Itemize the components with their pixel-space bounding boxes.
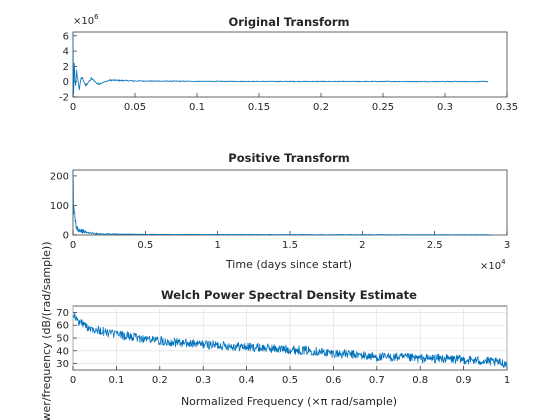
y-tick-label: 50 (56, 334, 69, 345)
x-tick-label: 0.3 (437, 102, 453, 113)
y-axis-label-welch: Power/frequency (dB/(rad/sample)) (40, 242, 53, 420)
y-tick-label: 70 (56, 308, 69, 319)
x-tick-label: 1 (504, 375, 510, 386)
x-multiplier-positive: ×104 (480, 258, 506, 272)
x-tick-label: 0.1 (189, 102, 205, 113)
x-tick-label: 2.5 (427, 240, 443, 251)
x-axis-ticks-positive: 0 0.5 1 1.5 2 2.5 3 (70, 231, 510, 251)
panel-positive-transform: Positive Transform 0 100 200 0 0.5 1 1.5 2 2.5 3… (50, 151, 510, 272)
y-tick-label: 2 (63, 62, 69, 73)
x-tick-label: 0.8 (412, 375, 428, 386)
series-line-welch (73, 312, 508, 369)
chart-title-welch-psd: Welch Power Spectral Density Estimate (161, 288, 417, 302)
y-tick-label: 0 (63, 231, 69, 242)
y-tick-label: 100 (50, 201, 69, 212)
x-tick-label: 0.1 (108, 375, 124, 386)
y-axis-ticks-positive: 0 100 200 (50, 171, 77, 242)
y-tick-label: 60 (56, 321, 69, 332)
series-line-positive (72, 169, 493, 236)
y-tick-label: 0 (63, 77, 69, 88)
chart-title-positive-transform: Positive Transform (228, 151, 349, 165)
y-tick-label: -2 (59, 93, 69, 104)
series-line-original (72, 31, 489, 95)
panel-welch-psd: Welch Power Spectral Density Estimate 30… (40, 242, 510, 420)
x-axis-ticks-original: 0 0.05 0.1 0.15 0.2 0.25 0.3 0.35 (70, 93, 518, 113)
x-tick-label: 0.6 (325, 375, 341, 386)
y-tick-label: 40 (56, 346, 69, 357)
x-tick-label: 0.5 (137, 240, 153, 251)
x-axis-label-welch: Normalized Frequency (×π rad/sample) (181, 395, 397, 408)
x-tick-label: 0.2 (152, 375, 168, 386)
x-tick-label: 0.2 (313, 102, 329, 113)
plot-area-positive (72, 169, 508, 236)
chart-title-original-transform: Original Transform (228, 15, 349, 29)
y-tick-label: 4 (63, 47, 69, 58)
x-tick-label: 0.5 (282, 375, 298, 386)
x-tick-label: 0.15 (248, 102, 270, 113)
x-tick-label: 0.25 (372, 102, 394, 113)
x-tick-label: 1 (214, 240, 220, 251)
y-tick-label: 6 (63, 31, 69, 42)
y-tick-label: 30 (56, 359, 69, 370)
x-tick-label: 0.35 (496, 102, 518, 113)
y-tick-label: 200 (50, 171, 69, 182)
x-tick-label: 0 (70, 375, 76, 386)
x-axis-label-positive: Time (days since start) (225, 258, 352, 271)
x-tick-label: 3 (504, 240, 510, 251)
x-tick-label: 0.9 (456, 375, 472, 386)
x-tick-label: 0.05 (124, 102, 146, 113)
x-tick-label: 0 (70, 240, 76, 251)
x-tick-label: 2 (359, 240, 365, 251)
plot-area-original (72, 31, 508, 98)
x-tick-label: 0.3 (195, 375, 211, 386)
x-tick-label: 0.4 (239, 375, 255, 386)
x-tick-label: 0.7 (369, 375, 385, 386)
x-axis-ticks-welch: 0 0.1 0.2 0.3 0.4 0.5 0.6 0.7 0.8 0.9 1 (70, 366, 510, 386)
x-tick-label: 1.5 (282, 240, 298, 251)
x-tick-label: 0 (70, 102, 76, 113)
y-multiplier-original: ×106 (73, 13, 99, 27)
